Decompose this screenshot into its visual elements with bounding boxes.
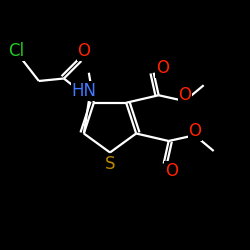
Text: O: O bbox=[156, 59, 169, 77]
Text: Cl: Cl bbox=[8, 42, 24, 60]
Text: O: O bbox=[188, 122, 202, 140]
Text: O: O bbox=[165, 162, 178, 180]
Text: O: O bbox=[77, 42, 90, 60]
Text: S: S bbox=[105, 155, 115, 173]
Text: O: O bbox=[178, 86, 192, 104]
Text: HN: HN bbox=[71, 82, 96, 100]
